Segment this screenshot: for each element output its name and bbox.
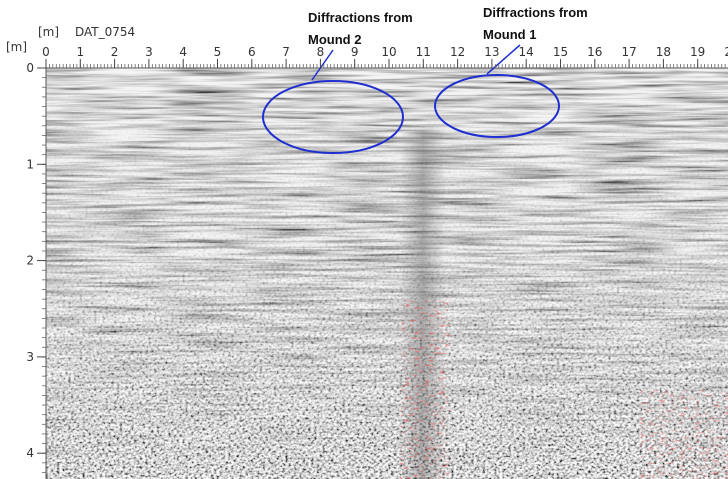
x-tick-label: 20 <box>724 45 728 59</box>
radargram-image <box>46 68 728 479</box>
x-tick-label: 3 <box>145 45 153 59</box>
file-label: DAT_0754 <box>75 25 135 39</box>
x-tick-label: 4 <box>179 45 187 59</box>
x-tick-label: 11 <box>416 45 431 59</box>
x-tick-label: 7 <box>282 45 290 59</box>
x-tick-label: 0 <box>42 45 50 59</box>
y-unit: [m] <box>6 40 27 54</box>
y-tick-label: 0 <box>26 61 34 75</box>
x-tick-label: 16 <box>587 45 602 59</box>
x-tick-label: 13 <box>484 45 499 59</box>
y-tick-label: 1 <box>26 157 34 171</box>
annotation-line: Mound 2 <box>308 32 361 47</box>
x-tick-label: 9 <box>351 45 359 59</box>
rulers <box>45 67 728 479</box>
mound-2-ellipse <box>262 80 404 154</box>
y-tick-label: 3 <box>26 350 34 364</box>
y-tick-label: 4 <box>26 446 34 460</box>
mound-1-ellipse <box>434 74 560 138</box>
x-tick-label: 6 <box>248 45 256 59</box>
annotation-line: Mound 1 <box>483 27 536 42</box>
x-tick-label: 17 <box>621 45 636 59</box>
x-tick-label: 12 <box>450 45 465 59</box>
mound-1-leader <box>486 44 521 75</box>
x-tick-label: 2 <box>111 45 119 59</box>
x-tick-label: 15 <box>553 45 568 59</box>
x-tick-label: 10 <box>381 45 396 59</box>
annotation-line: Diffractions from <box>308 10 413 25</box>
x-tick-label: 5 <box>214 45 222 59</box>
annotation-line: Diffractions from <box>483 5 588 20</box>
x-tick-label: 18 <box>656 45 671 59</box>
x-unit: [m] <box>38 25 59 39</box>
x-tick-label: 1 <box>76 45 84 59</box>
x-tick-label: 8 <box>317 45 325 59</box>
x-tick-label: 19 <box>690 45 705 59</box>
x-tick-label: 14 <box>519 45 534 59</box>
y-tick-label: 2 <box>26 254 34 268</box>
mound-2-leader <box>311 49 334 81</box>
